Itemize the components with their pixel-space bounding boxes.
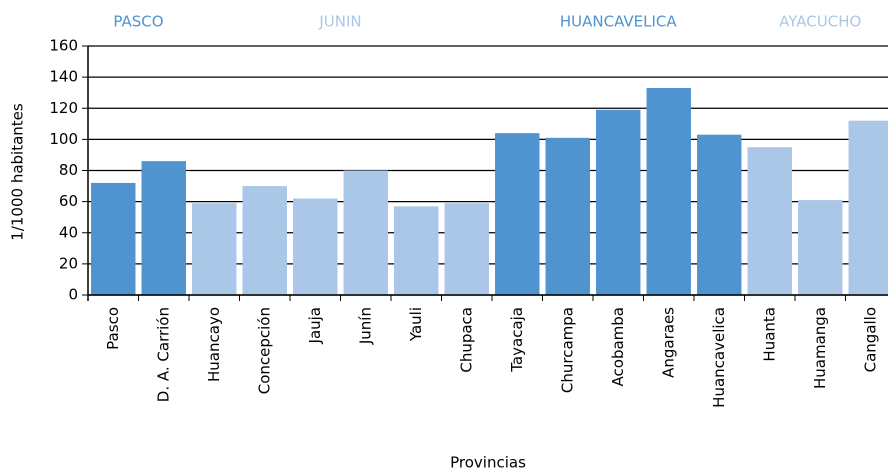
group-label: JUNIN (318, 13, 361, 31)
bar (848, 120, 888, 295)
x-tick-label: Junín (356, 307, 374, 345)
bar (141, 161, 186, 295)
x-tick-label: Churcampa (558, 307, 576, 393)
x-tick-label: Cangallo (861, 307, 879, 372)
y-tick-label: 40 (59, 223, 78, 241)
bar (646, 88, 691, 295)
x-tick-label: Jauja (306, 307, 324, 344)
x-tick-label: Huancavelica (710, 307, 728, 408)
bar (293, 198, 338, 295)
bar (394, 206, 439, 295)
x-tick-label: Pasco (104, 307, 122, 350)
bar (242, 186, 287, 295)
y-tick-label: 20 (59, 254, 78, 272)
bar (747, 147, 792, 295)
x-tick-label: Angaraes (659, 307, 677, 378)
y-axis-label: 1/1000 habitantes (9, 103, 27, 241)
y-tick-label: 140 (49, 68, 78, 86)
group-label: PASCO (113, 13, 163, 31)
x-axis-label: Provincias (450, 454, 526, 472)
y-tick-label: 0 (68, 286, 78, 304)
x-tick-label: D. A. Carrión (154, 307, 172, 402)
bar (91, 182, 136, 295)
y-tick-label: 160 (49, 37, 78, 55)
y-tick-label: 100 (49, 130, 78, 148)
x-tick-label: Acobamba (609, 307, 627, 386)
bar (545, 137, 590, 295)
x-tick-label: Huancayo (205, 307, 223, 382)
x-tick-label: Tayacaja (508, 307, 526, 373)
y-tick-label: 120 (49, 99, 78, 117)
x-tick-label: Huanta (760, 307, 778, 362)
x-tick-label: Concepción (255, 307, 273, 394)
bar (444, 203, 489, 295)
bar (798, 200, 843, 295)
bar (495, 133, 540, 295)
bar (192, 203, 237, 295)
x-tick-label: Yauli (407, 307, 425, 342)
group-label: AYACUCHO (779, 13, 861, 31)
group-label: HUANCAVELICA (560, 13, 678, 31)
x-tick-label: Chupaca (457, 307, 475, 373)
y-tick-label: 60 (59, 192, 78, 210)
bar (343, 170, 388, 295)
bar (697, 134, 742, 295)
y-tick-label: 80 (59, 161, 78, 179)
x-tick-label: Huamanga (811, 307, 829, 389)
bar (596, 109, 641, 296)
